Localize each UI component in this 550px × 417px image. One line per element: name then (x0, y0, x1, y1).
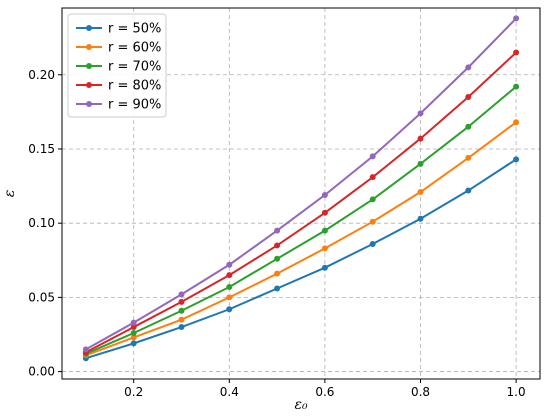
data-point (465, 94, 472, 101)
data-point (178, 307, 185, 314)
legend-entry: r = 80% (76, 79, 161, 94)
data-point (321, 191, 328, 198)
series-line (85, 17, 517, 351)
legend-marker (86, 63, 92, 69)
data-point (513, 15, 520, 22)
data-point (369, 174, 376, 181)
data-point (130, 340, 137, 347)
legend-entry: r = 70% (76, 60, 161, 75)
data-point (321, 209, 328, 216)
y-axis-label: ε (2, 190, 18, 198)
data-point (513, 156, 520, 163)
data-point (130, 319, 137, 326)
data-point (226, 283, 233, 290)
legend-label: r = 50% (108, 22, 161, 37)
data-point (417, 135, 424, 142)
data-point (178, 316, 185, 323)
data-point (226, 294, 233, 301)
data-point (178, 324, 185, 331)
y-tick-label: 0.20 (28, 68, 55, 82)
data-point (369, 196, 376, 203)
data-point (465, 187, 472, 194)
legend-marker (86, 82, 92, 88)
data-point (465, 64, 472, 71)
data-point (178, 298, 185, 305)
legend-entry: r = 50% (76, 22, 161, 37)
legend-label: r = 80% (108, 79, 161, 94)
data-point (465, 123, 472, 130)
data-point (417, 189, 424, 196)
legend-box (67, 13, 167, 118)
data-point (274, 270, 281, 277)
data-point (513, 49, 520, 56)
data-point (274, 227, 281, 234)
data-point (226, 306, 233, 313)
data-point (369, 218, 376, 225)
data-point (130, 334, 137, 341)
data-point (82, 346, 89, 353)
data-point (417, 160, 424, 167)
legend-entry: r = 60% (76, 41, 161, 56)
x-tick-label: 0.8 (411, 385, 430, 399)
series-group (82, 15, 520, 362)
data-point (369, 240, 376, 247)
data-point (513, 119, 520, 126)
series-line (85, 51, 517, 354)
data-point (274, 242, 281, 249)
x-tick-label: 0.6 (315, 385, 334, 399)
ticks: 0.2 0.4 0.6 0.8 1.0 0.00 0.05 0.10 0.15 0.20 (28, 68, 525, 399)
y-tick-label: 0.05 (28, 290, 55, 304)
legend-label: r = 90% (108, 98, 161, 113)
data-point (417, 110, 424, 117)
legend-marker (86, 101, 92, 107)
data-point (226, 272, 233, 279)
legend-label: r = 60% (108, 41, 161, 56)
data-point (513, 83, 520, 90)
x-tick-label: 1.0 (507, 385, 526, 399)
legend-marker (86, 44, 92, 50)
data-point (130, 324, 137, 331)
x-tick-label: 0.2 (124, 385, 143, 399)
legend: r = 50% r = 60% r = 70% r = 80% r = 90% (67, 13, 167, 118)
series-line (85, 158, 517, 360)
data-point (226, 261, 233, 268)
data-point (321, 227, 328, 234)
data-point (417, 215, 424, 222)
legend-label: r = 70% (108, 60, 161, 75)
series-line (85, 85, 517, 355)
x-axis-label: ε₀ (294, 397, 308, 413)
data-point (274, 255, 281, 262)
legend-entry: r = 90% (76, 98, 161, 113)
data-point (369, 153, 376, 160)
plot-frame (61, 7, 541, 380)
series-line (85, 121, 517, 357)
y-tick-label: 0.10 (28, 216, 55, 230)
x-tick-label: 0.4 (220, 385, 239, 399)
series-5 (82, 15, 520, 353)
data-point (178, 291, 185, 298)
y-tick-label: 0.00 (28, 365, 55, 379)
data-point (465, 154, 472, 161)
data-point (274, 285, 281, 292)
data-point (321, 264, 328, 271)
data-point (130, 329, 137, 336)
series-2 (82, 119, 520, 359)
y-tick-label: 0.15 (28, 142, 55, 156)
legend-marker (86, 25, 92, 31)
data-point (321, 245, 328, 252)
series-3 (82, 83, 520, 357)
series-1 (82, 156, 520, 362)
